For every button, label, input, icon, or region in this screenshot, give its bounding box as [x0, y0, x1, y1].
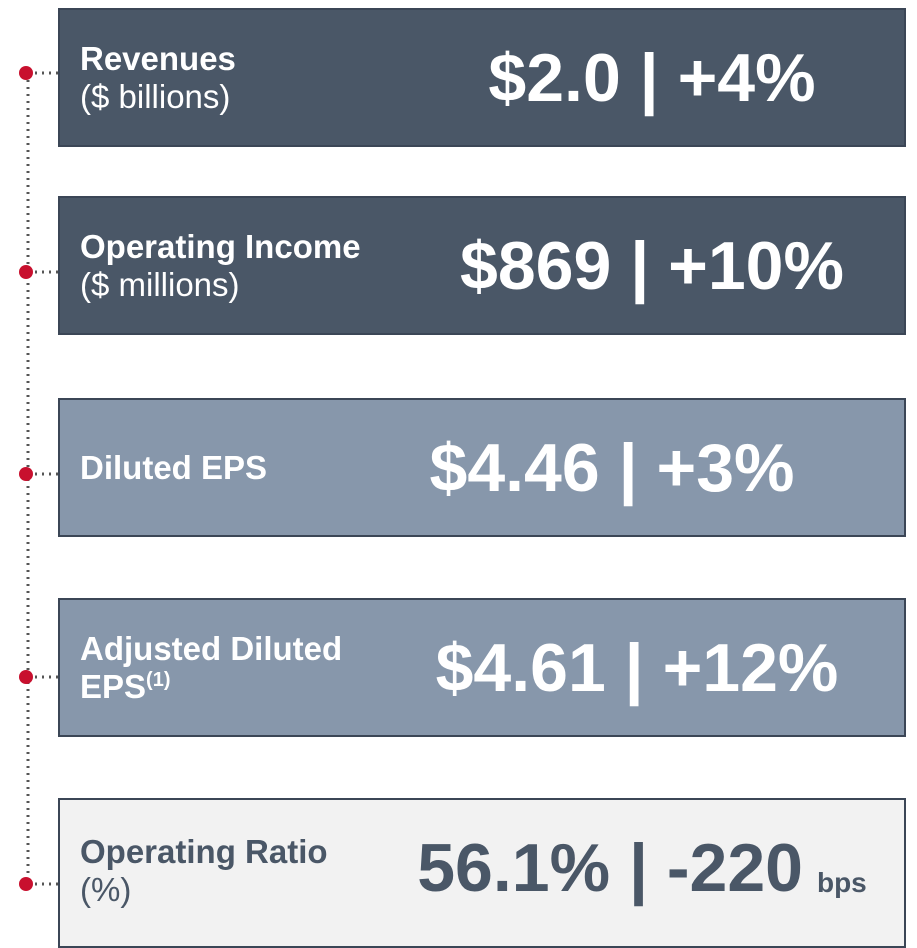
sublabel: ($ billions) [80, 77, 231, 115]
label: Diluted EPS [80, 448, 268, 486]
footnote-ref: (1) [146, 668, 171, 691]
value: $869 | +10% [460, 227, 844, 304]
label: Revenues [80, 39, 236, 77]
label: Operating Income [80, 227, 361, 265]
label: Operating Ratio [80, 833, 328, 870]
metric-card: Operating Ratio (%) 56.1% | -220 bps [58, 798, 906, 948]
sublabel: (%) [80, 871, 132, 908]
value: $2.0 | +4% [488, 39, 816, 116]
value: 56.1% | -220 [417, 830, 803, 906]
label: Adjusted Diluted EPS [80, 629, 343, 705]
connector [19, 66, 58, 891]
metric-card: Adjusted Diluted EPS(1) $4.61 | +12% [58, 598, 906, 737]
value: $4.46 | +3% [429, 429, 795, 506]
stubs [28, 71, 58, 886]
unit: bps [816, 867, 867, 898]
metric-card: Diluted EPS $4.46 | +3% [58, 398, 906, 537]
metric-card: Revenues ($ billions) $2.0 | +4% [58, 8, 906, 147]
value: $4.61 | +12% [435, 629, 839, 706]
dots [19, 66, 33, 891]
sublabel: ($ millions) [80, 265, 240, 303]
metric-card: Operating Income ($ millions) $869 | +10% [58, 196, 906, 335]
